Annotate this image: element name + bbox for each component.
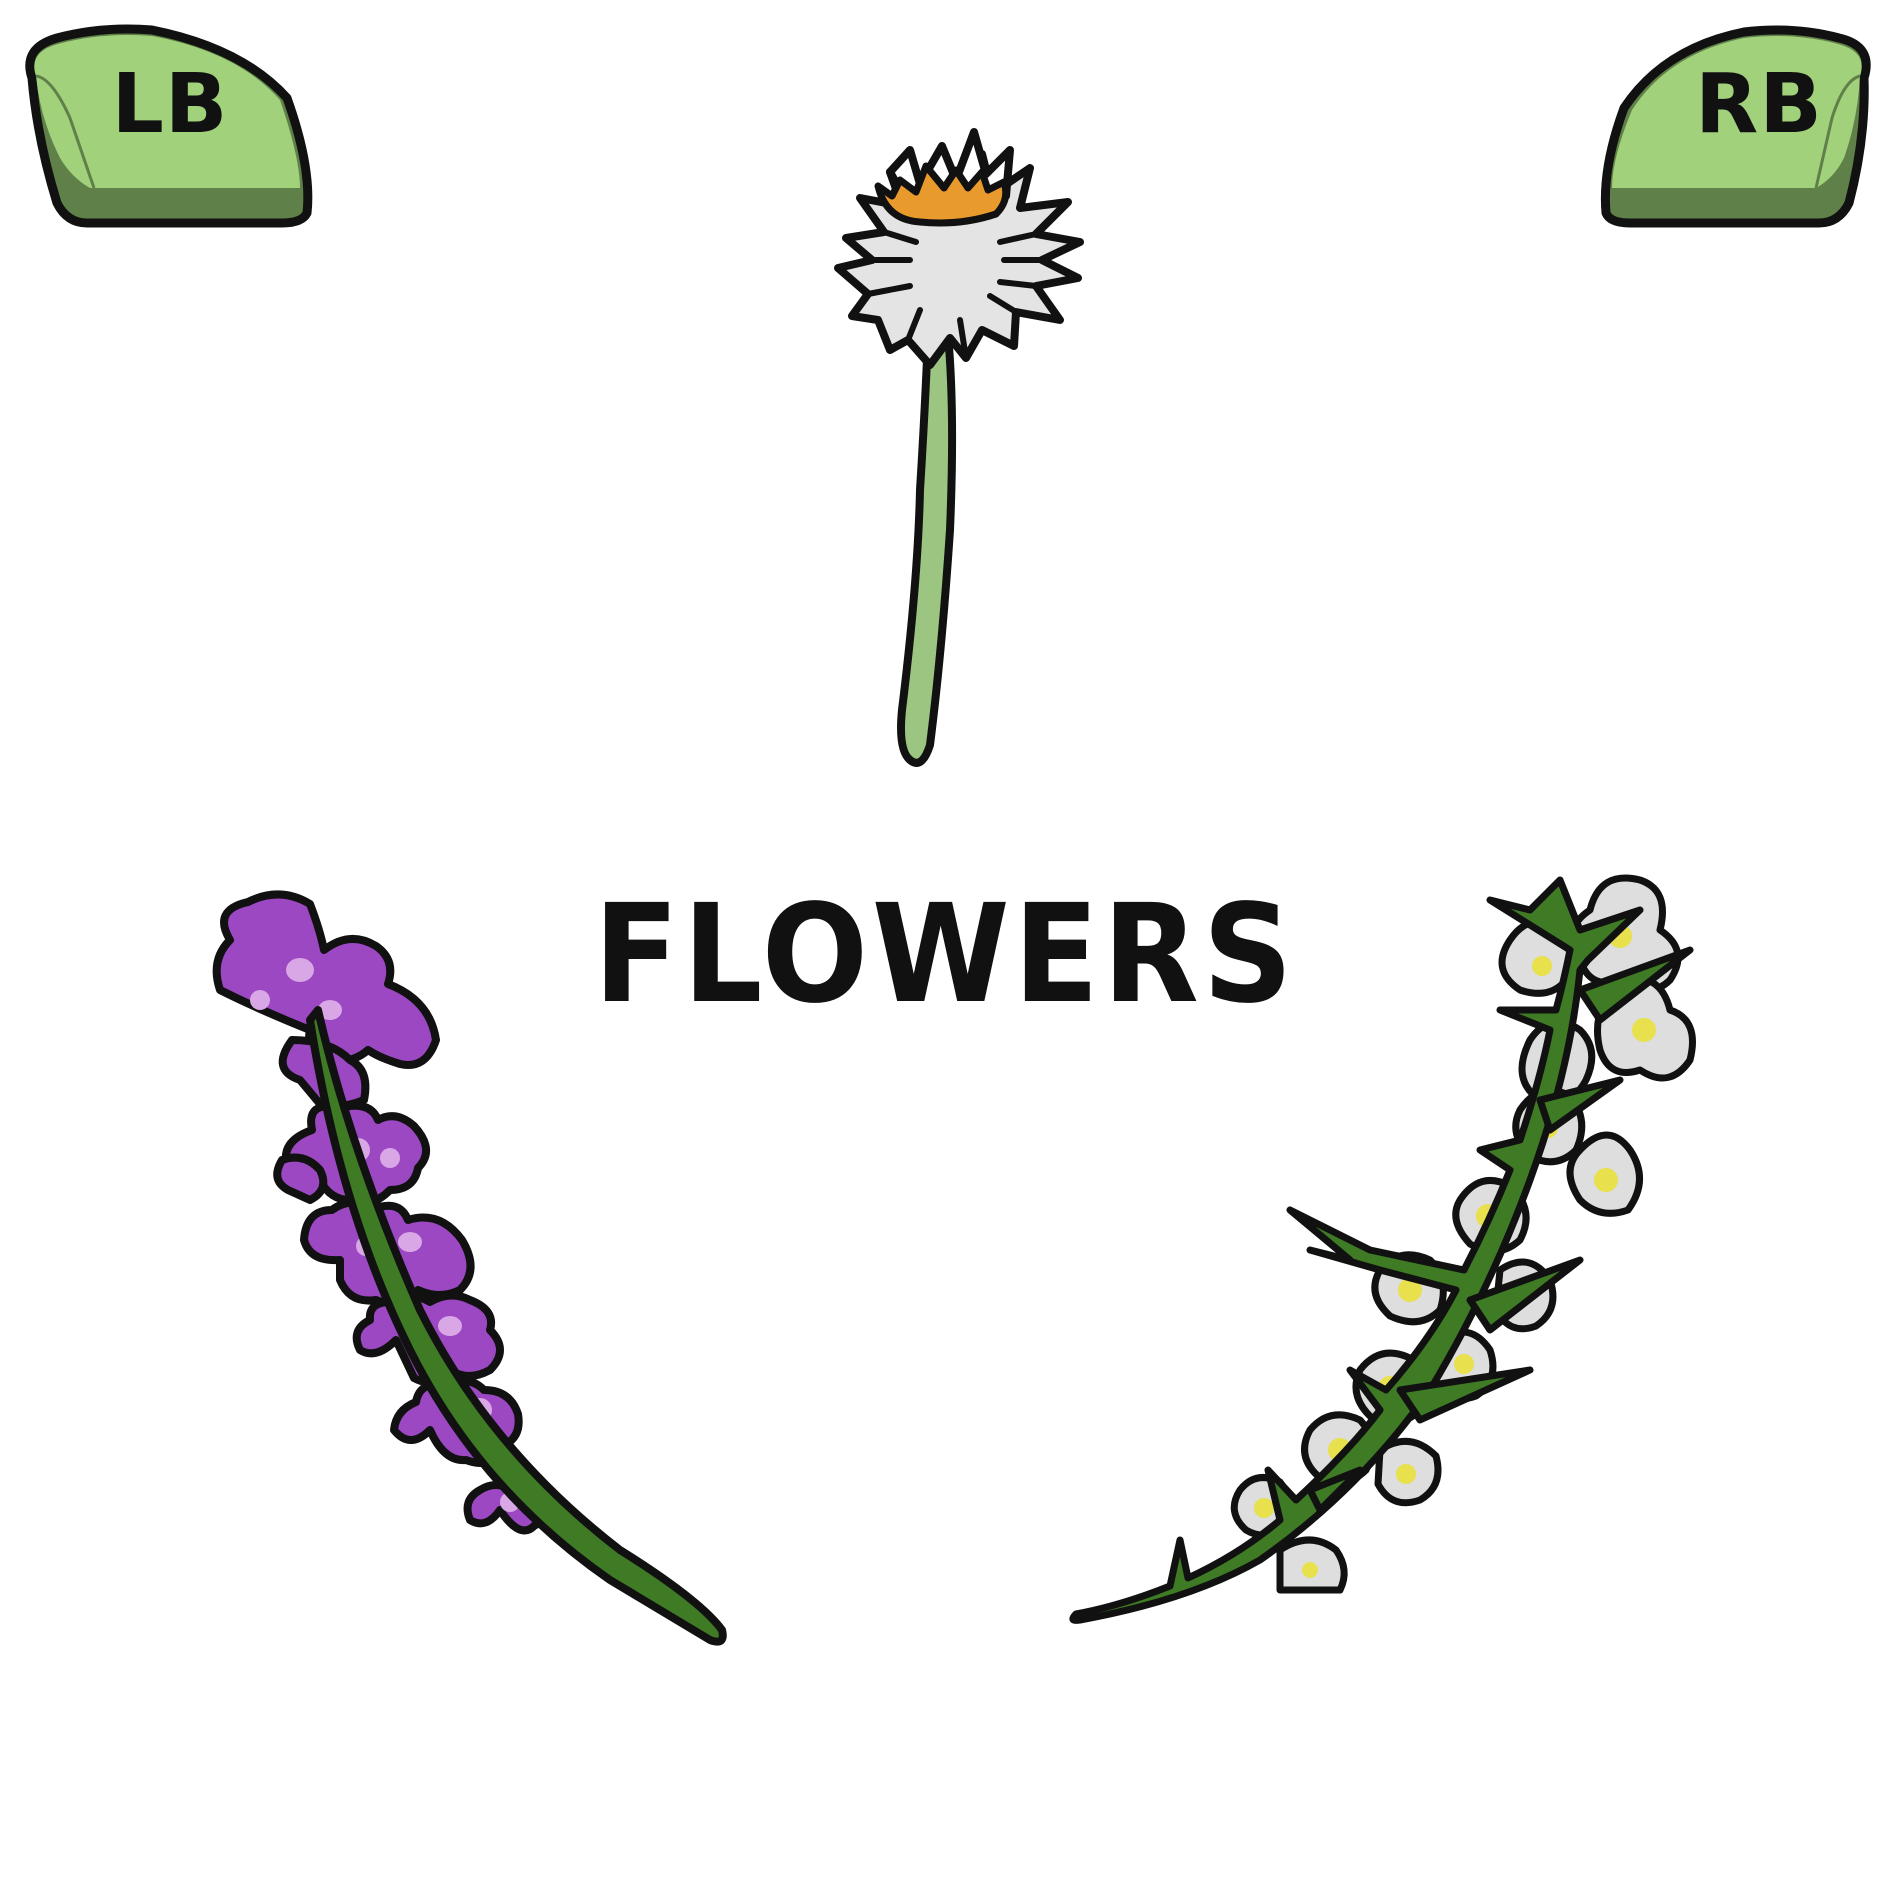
right-bumper-shape (1600, 25, 1871, 228)
white-blossom-icon (1069, 874, 1696, 1624)
lavender-item[interactable] (200, 890, 740, 1650)
page-title: FLOWERS (593, 876, 1297, 1034)
right-bumper-button[interactable]: RB (1594, 18, 1884, 230)
daisy-item[interactable] (760, 110, 1140, 780)
left-bumper-label: LB (111, 56, 229, 152)
right-bumper-label: RB (1695, 56, 1823, 152)
lavender-icon (212, 890, 727, 1646)
left-bumper-button[interactable]: LB (12, 18, 318, 230)
left-bumper-shape (25, 24, 313, 228)
daisy-icon (834, 128, 1084, 767)
white-blossom-item[interactable] (1060, 870, 1700, 1650)
